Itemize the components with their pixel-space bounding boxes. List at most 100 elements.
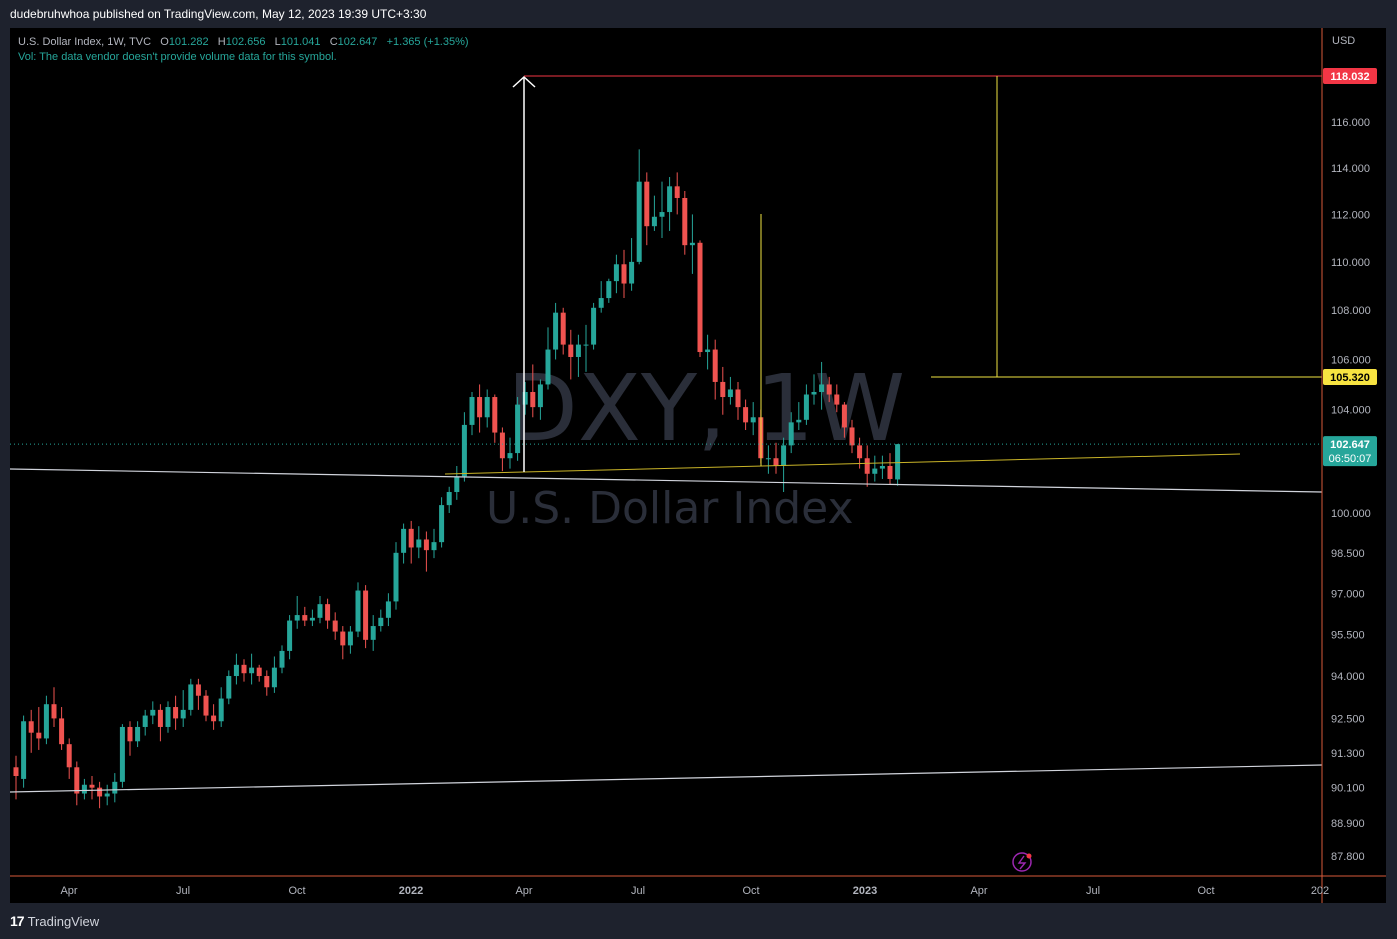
candle-body[interactable]: [522, 391, 528, 405]
candle-body[interactable]: [454, 476, 460, 493]
candle-body[interactable]: [864, 458, 870, 474]
candle-body[interactable]: [423, 539, 429, 551]
candle-body[interactable]: [127, 726, 133, 742]
candle-body[interactable]: [530, 391, 536, 408]
candle-body[interactable]: [294, 615, 300, 621]
candle-body[interactable]: [287, 620, 293, 651]
candle-body[interactable]: [119, 726, 125, 782]
candle-body[interactable]: [97, 787, 103, 797]
candle-body[interactable]: [332, 620, 338, 632]
candle-body[interactable]: [142, 715, 148, 727]
candle-body[interactable]: [43, 704, 49, 739]
candle-body[interactable]: [682, 197, 688, 246]
candle-body[interactable]: [233, 664, 239, 677]
candle-body[interactable]: [659, 212, 665, 217]
candle-body[interactable]: [218, 698, 224, 722]
candle-body[interactable]: [416, 539, 422, 548]
yellow-neckline[interactable]: [444, 453, 1241, 475]
candle-body[interactable]: [363, 590, 369, 640]
candle-body[interactable]: [515, 404, 521, 454]
candle-body[interactable]: [872, 468, 878, 474]
candle-body[interactable]: [431, 542, 437, 551]
candle-body[interactable]: [180, 709, 186, 719]
candle-body[interactable]: [857, 445, 863, 459]
candle-body[interactable]: [256, 667, 262, 677]
candle-body[interactable]: [104, 793, 110, 797]
candle-body[interactable]: [347, 631, 353, 646]
candle-body[interactable]: [378, 617, 384, 627]
candle-body[interactable]: [21, 721, 27, 779]
candle-body[interactable]: [264, 676, 270, 688]
candle-body[interactable]: [674, 186, 680, 198]
candle-body[interactable]: [150, 709, 156, 716]
candle-body[interactable]: [811, 391, 817, 395]
candle-body[interactable]: [355, 590, 361, 632]
candle-body[interactable]: [203, 695, 209, 716]
candle-body[interactable]: [689, 242, 695, 246]
candle-body[interactable]: [667, 186, 673, 213]
candle-body[interactable]: [302, 615, 308, 621]
candle-body[interactable]: [135, 726, 141, 742]
candle-body[interactable]: [81, 784, 87, 794]
candle-body[interactable]: [743, 407, 749, 423]
candle-body[interactable]: [735, 389, 741, 408]
candle-body[interactable]: [841, 404, 847, 428]
alert-icon[interactable]: [1012, 852, 1032, 872]
candle-body[interactable]: [788, 422, 794, 446]
candle-body[interactable]: [408, 528, 414, 548]
candle-body[interactable]: [834, 394, 840, 405]
candle-body[interactable]: [241, 664, 247, 674]
candle-body[interactable]: [439, 505, 445, 543]
candle-body[interactable]: [66, 744, 72, 768]
candle-body[interactable]: [165, 707, 171, 727]
candle-body[interactable]: [819, 384, 825, 392]
measure-arrow-head[interactable]: [512, 75, 536, 88]
candle-body[interactable]: [712, 349, 718, 382]
candle-body[interactable]: [469, 397, 475, 425]
candle-body[interactable]: [507, 453, 513, 459]
candle-body[interactable]: [553, 312, 559, 350]
candle-body[interactable]: [188, 684, 194, 710]
candle-body[interactable]: [173, 707, 179, 719]
candle-body[interactable]: [591, 307, 597, 345]
candle-body[interactable]: [545, 349, 551, 385]
candle-body[interactable]: [765, 458, 771, 460]
lightning-icon[interactable]: [1017, 855, 1027, 870]
candle-body[interactable]: [279, 650, 285, 668]
candle-body[interactable]: [446, 492, 452, 506]
candle-body[interactable]: [393, 552, 399, 602]
footer-brand[interactable]: TradingView: [27, 913, 100, 929]
candle-body[interactable]: [705, 349, 711, 353]
candle-body[interactable]: [195, 684, 201, 696]
candle-body[interactable]: [636, 181, 642, 262]
candle-body[interactable]: [651, 216, 657, 227]
tradingview-logo-icon[interactable]: 17: [10, 913, 25, 929]
candle-body[interactable]: [89, 784, 95, 788]
candle-body[interactable]: [112, 781, 118, 794]
candle-body[interactable]: [575, 344, 581, 357]
candle-body[interactable]: [773, 458, 779, 466]
candle-body[interactable]: [887, 465, 893, 479]
upper-trendline[interactable]: [10, 468, 1323, 493]
candle-body[interactable]: [401, 528, 407, 553]
candle-body[interactable]: [492, 397, 498, 433]
chart-pane[interactable]: DXY, 1W U.S. Dollar Index USD 87.800 88.900 9…: [10, 28, 1386, 903]
candle-body[interactable]: [583, 344, 589, 346]
candle-body[interactable]: [461, 424, 467, 477]
candle-body[interactable]: [826, 384, 832, 395]
candle-body[interactable]: [606, 281, 612, 299]
candle-body[interactable]: [750, 417, 756, 423]
candle-body[interactable]: [644, 181, 650, 227]
candle-body[interactable]: [796, 419, 802, 423]
candle-body[interactable]: [720, 381, 726, 398]
candle-body[interactable]: [309, 617, 315, 621]
candle-body[interactable]: [613, 264, 619, 282]
candle-body[interactable]: [249, 667, 255, 674]
candle-body[interactable]: [477, 397, 483, 418]
price-chart[interactable]: DXY, 1WU.S. Dollar IndexUSD87.80088.9009…: [10, 28, 1386, 903]
candle-body[interactable]: [849, 427, 855, 446]
candle-body[interactable]: [59, 718, 65, 745]
candle-body[interactable]: [568, 344, 574, 357]
candle-body[interactable]: [13, 767, 19, 777]
candle-body[interactable]: [28, 721, 34, 733]
